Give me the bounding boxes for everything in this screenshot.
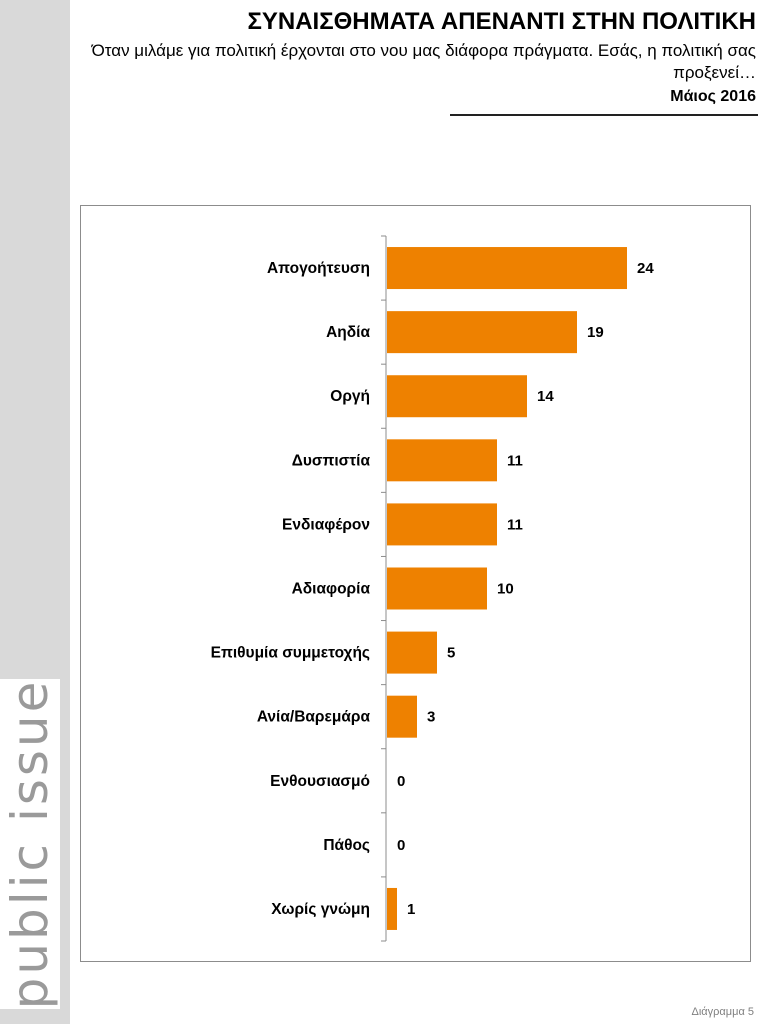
page-title: ΣΥΝΑΙΣΘΗΜΑΤΑ ΑΠΕΝΑΝΤΙ ΣΤΗΝ ΠΟΛΙΤΙΚΗ	[247, 8, 756, 35]
survey-date: Μάιος 2016	[670, 88, 756, 105]
page-subtitle: Όταν μιλάμε για πολιτική έρχονται στο νο…	[91, 41, 756, 82]
category-label: Ενθουσιασμό	[270, 773, 370, 790]
value-label: 3	[427, 709, 435, 726]
diagram-number: Διάγραμμα 5	[691, 1006, 754, 1018]
value-label: 19	[587, 324, 604, 341]
value-label: 1	[407, 901, 415, 918]
bar	[387, 439, 497, 482]
value-label: 0	[397, 773, 405, 790]
category-label: Αδιαφορία	[292, 581, 371, 598]
header-divider	[450, 114, 758, 116]
chart-frame: Απογοήτευση 24 Αηδία 19 Οργή 14 Δυσπιστία 11 Ενδ…	[80, 205, 751, 962]
category-label: Απογοήτευση	[267, 260, 370, 277]
bar	[387, 887, 397, 930]
bar	[387, 631, 437, 674]
category-label: Πάθος	[323, 837, 370, 854]
category-label: Επιθυμία συμμετοχής	[211, 645, 370, 662]
public-issue-logo: public issue	[1, 678, 59, 1010]
category-label: Οργή	[330, 388, 370, 405]
value-label: 11	[507, 516, 523, 533]
value-label: 10	[497, 581, 514, 598]
value-label: 24	[637, 260, 654, 277]
value-label: 14	[537, 388, 554, 405]
bar	[387, 503, 497, 546]
value-label: 5	[447, 645, 455, 662]
category-label: Αηδία	[326, 324, 370, 341]
bar	[387, 567, 487, 610]
bar	[387, 247, 627, 290]
bar-chart: Απογοήτευση 24 Αηδία 19 Οργή 14 Δυσπιστία 11 Ενδ…	[211, 235, 654, 942]
bar	[387, 311, 577, 354]
category-label: Ανία/Βαρεμάρα	[257, 709, 371, 726]
bar	[387, 375, 527, 418]
bar	[387, 695, 417, 738]
value-label: 0	[397, 837, 405, 854]
category-label: Χωρίς γνώμη	[271, 901, 370, 918]
category-label: Ενδιαφέρον	[282, 516, 370, 533]
category-label: Δυσπιστία	[292, 452, 371, 469]
value-label: 11	[507, 452, 523, 469]
logo-panel	[0, 679, 60, 1009]
